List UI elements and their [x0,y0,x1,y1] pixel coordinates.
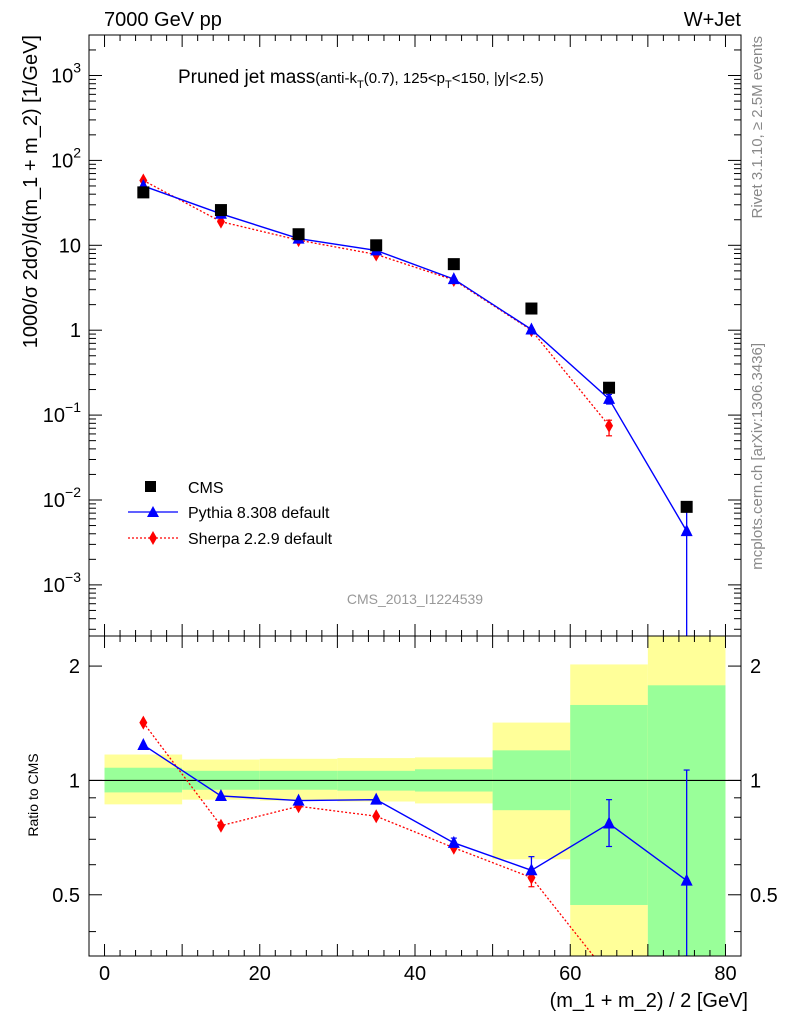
main-y-tick-label: 102 [51,144,81,172]
ratio-y-tick-label: 2 [69,656,80,678]
ratio-y-tick-label-right: 0.5 [750,885,778,907]
ratio-panel: 0 20 40 60 80 0.5 0.5 1 1 2 2 Ratio to CMS (m_1 + … [25,635,778,1012]
main-y-tick-label-base: 10 [59,235,81,257]
ratio-y-tick-label-right: 1 [750,770,761,792]
main-y-tick-label-base: 10 [43,405,65,427]
cms-point [214,204,227,217]
pythia-ratio-point [447,835,460,848]
main-y-tick-label-exp: −3 [65,569,81,585]
pythia-ratio-point [603,816,616,829]
ratio-y-tick-label-right: 2 [750,656,761,678]
chart-title-sub-3: T [445,79,452,91]
main-y-tick-label: 1 [70,320,81,342]
main-y-tick-label: 10−3 [43,569,81,597]
x-tick-label: 20 [249,963,271,985]
pythia-ratio-point [370,792,383,805]
ratio-data-layer [89,636,741,956]
pythia-line [143,185,688,532]
analysis-watermark: CMS_2013_I1224539 [347,591,483,607]
sherpa-ratio-point [372,809,381,824]
cms-point [137,186,150,199]
mcplots-label: mcplots.cern.ch [arXiv:1306.3436] [749,343,766,570]
chart-title-part-0: (anti-k [315,70,357,87]
chart-title-sub-1: T [357,79,364,91]
pythia-point [525,322,538,335]
main-y-tick-label: 10−1 [43,399,81,427]
pythia-point [680,524,693,537]
sherpa-ratio-point [139,715,148,730]
chart-title: Pruned jet mass(anti-kT(0.7), 125<pT<150… [178,67,544,91]
cms-point [447,258,460,271]
pythia-ratio-point [137,737,150,750]
rivet-label: Rivet 3.1.10, ≥ 2.5M events [749,36,766,219]
pythia-point [447,272,460,285]
cms-point [603,381,616,394]
legend-marker-cms [145,481,156,492]
main-data-layer [137,173,693,636]
main-y-tick-label-base: 1 [70,320,81,342]
sherpa-line [143,179,610,427]
cms-point [525,302,538,315]
legend-label-cms: CMS [188,480,224,497]
legend-label-sherpa: Sherpa 2.2.9 default [188,531,333,548]
cms-point [292,228,305,241]
legend: CMS Pythia 8.308 default Sherpa 2.2.9 de… [128,480,333,548]
x-tick-label: 80 [714,963,736,985]
chart-title-main: Pruned jet mass [178,67,315,88]
cms-point [370,239,383,252]
chart-title-part-2: (0.7), 125<p [364,70,445,87]
x-axis-label: (m_1 + m_2) / 2 [GeV] [550,990,748,1012]
x-tick-label: 40 [404,963,426,985]
pythia-ratio-line [142,744,688,882]
sherpa-point [605,418,614,433]
pythia-point [603,391,616,404]
sherpa-ratio-point [216,818,225,833]
legend-marker-pythia [147,506,159,517]
main-y-tick-label-base: 10 [51,150,73,172]
main-y-tick-label: 10 [59,235,81,257]
ratio-axes: 0 20 40 60 80 0.5 0.5 1 1 2 2 [52,636,778,985]
header-right-label: W+Jet [684,9,742,31]
main-y-tick-label-base: 10 [43,575,65,597]
main-y-tick-label-base: 10 [43,490,65,512]
x-tick-label: 0 [99,963,110,985]
main-y-tick-label-exp: 3 [73,60,81,76]
main-y-tick-label-exp: 2 [73,144,81,160]
cms-point [680,500,693,513]
pythia-ratio-point [680,873,693,886]
pythia-ratio-point [292,793,305,806]
ratio-y-tick-label: 1 [69,770,80,792]
main-y-tick-label: 103 [51,60,81,88]
ratio-y-tick-label: 0.5 [52,885,80,907]
legend-marker-sherpa [149,531,157,545]
pythia-ratio-point [525,863,538,876]
main-y-axis-label: 1000/σ 2dσ)/d(m_1 + m_2) [1/GeV] [20,35,42,348]
main-y-tick-label-base: 10 [51,66,73,88]
ratio-y-axis-label: Ratio to CMS [25,753,41,836]
main-y-tick-label: 10−2 [43,484,81,512]
legend-label-pythia: Pythia 8.308 default [188,505,330,522]
pythia-ratio-point [214,788,227,801]
chart-title-part-4: <150, |y|<2.5) [452,70,544,87]
main-y-tick-label-exp: −1 [65,399,81,415]
main-y-tick-label-exp: −2 [65,484,81,500]
header-left-label: 7000 GeV pp [104,9,222,31]
x-tick-label: 60 [559,963,581,985]
main-frame [88,34,742,637]
